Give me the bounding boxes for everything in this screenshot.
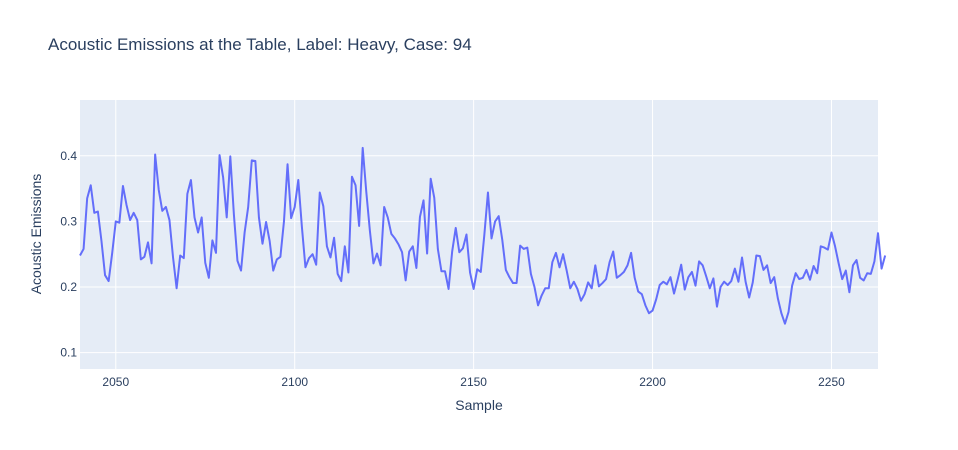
plot-area	[80, 100, 878, 369]
x-tick-label: 2250	[818, 375, 845, 389]
y-tick-label: 0.4	[60, 149, 77, 163]
y-axis-ticks: 0.1 0.2 0.3 0.4	[60, 149, 77, 360]
series-line	[79, 146, 887, 325]
y-axis-title: Acoustic Emissions	[28, 174, 44, 295]
x-tick-label: 2050	[102, 375, 129, 389]
x-axis-ticks: 2050 2100 2150 2200 2250	[102, 375, 845, 389]
x-tick-label: 2200	[639, 375, 666, 389]
chart-title: Acoustic Emissions at the Table, Label: …	[48, 35, 472, 54]
x-tick-label: 2100	[281, 375, 308, 389]
y-tick-label: 0.3	[60, 214, 77, 228]
y-tick-label: 0.1	[60, 346, 77, 360]
y-tick-label: 0.2	[60, 280, 77, 294]
x-axis-title: Sample	[455, 397, 503, 413]
x-tick-label: 2150	[460, 375, 487, 389]
